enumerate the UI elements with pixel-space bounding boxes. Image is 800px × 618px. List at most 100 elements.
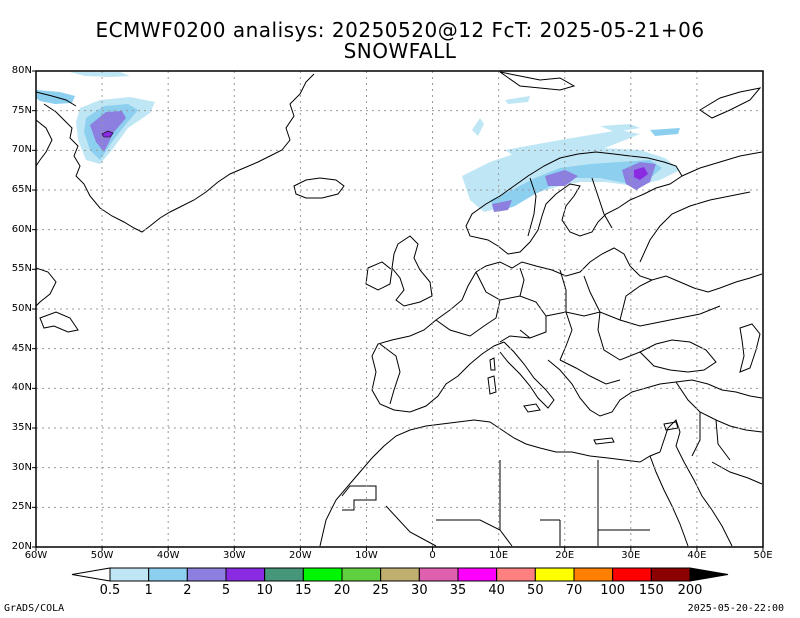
levant-red-sea-coastline [659, 419, 733, 547]
snowfall-shading [36, 72, 680, 212]
colorbar-swatch [302, 567, 343, 582]
snow-area-greenland-west-peak [101, 130, 114, 138]
colorbar-swatch [341, 567, 382, 582]
cyprus-coastline [663, 421, 679, 431]
colorbar-label: 50 [527, 583, 544, 598]
latitude-label: 70N [11, 144, 32, 156]
colorbar-swatch [225, 567, 266, 582]
snow-area-barents-1 [650, 128, 680, 136]
colorbar-swatch [496, 567, 536, 582]
colorbar-swatch [109, 567, 150, 582]
sardinia-coastline [487, 375, 497, 395]
colorbar-label: 30 [411, 583, 428, 598]
colorbar-label: 35 [449, 583, 467, 598]
colorbar-swatch [573, 567, 614, 582]
snow-area-greenland-far-north [70, 72, 130, 77]
crete-coastline [593, 437, 615, 445]
colorbar-label: 40 [488, 583, 505, 598]
colorbar-label: 200 [677, 583, 703, 598]
middle-east-borders [675, 381, 763, 461]
red-sea-west-coast [649, 455, 689, 547]
caspian-sea-coastline [739, 323, 761, 373]
colorbar-label: 70 [565, 583, 583, 598]
latitude-label: 25N [11, 501, 32, 513]
colorbar-label: 1 [144, 583, 153, 598]
colorbar-swatch [186, 567, 227, 582]
greenland-coastline [43, 73, 315, 233]
corsica-coastline [489, 357, 496, 371]
latitude-label: 35N [11, 422, 32, 433]
colorbar-arrow-high [689, 567, 729, 582]
longitude-label: 30W [222, 550, 246, 561]
colorbar-swatch [534, 567, 575, 582]
ireland-coastline [365, 261, 393, 291]
colorbar-arrow-low [71, 567, 111, 582]
latitude-label: 55N [11, 263, 32, 275]
colorbar-label: 25 [372, 583, 389, 598]
longitude-label: 10E [489, 550, 509, 561]
colorbar-swatch [650, 567, 691, 582]
colorbar-label: 0.5 [99, 583, 121, 598]
egypt-border [597, 460, 650, 546]
novaya-zemlya-coastline [699, 87, 762, 119]
coastlines [36, 71, 763, 547]
longitude-label: 60W [24, 550, 48, 561]
sicily-coastline [523, 403, 541, 413]
svalbard-coastline [499, 71, 576, 91]
italy-coastline [499, 341, 555, 409]
colorbar [71, 567, 729, 582]
greenland-north-coast [36, 91, 77, 107]
persian-gulf-coastline [711, 461, 763, 485]
latitude-label: 60N [11, 223, 32, 235]
snow-area-iceland-east [470, 168, 486, 178]
latitude-label: 45N [11, 342, 32, 354]
snow-area-barents-2 [600, 124, 640, 132]
longitude-label: 40E [687, 550, 707, 561]
sweden-norway-border [527, 177, 537, 237]
colorbar-label: 10 [256, 583, 273, 598]
canada-labrador-coastline [36, 267, 57, 307]
colorbar-label: 2 [183, 583, 192, 598]
russia-arctic-coast [681, 151, 763, 177]
colorbar-label: 150 [638, 583, 664, 598]
colorbar-swatch [380, 567, 420, 582]
snow-area-scandinavia-medium [490, 160, 662, 212]
footer-credit: GrADS/COLA [4, 603, 65, 614]
europe-coastline [475, 247, 763, 293]
finland-russia-border [591, 177, 613, 229]
latitude-label: 65N [11, 184, 32, 195]
iceland-coastline [293, 177, 345, 199]
colorbar-label: 20 [333, 583, 351, 598]
colorbar-swatch [418, 567, 459, 582]
axis-ticks [32, 70, 764, 551]
longitude-label: 0 [429, 550, 436, 561]
longitude-label: 40W [156, 550, 180, 561]
europe-internal-borders [379, 191, 751, 405]
snow-area-kola-peak [634, 167, 648, 180]
latitude-label: 80N [11, 65, 32, 76]
algeria-borders [385, 460, 513, 547]
snow-area-scandinavia-heavy-west [492, 200, 512, 212]
scandinavia-coastline [465, 151, 683, 255]
balkans-greece-coastline [547, 359, 763, 417]
latitude-label: 30N [11, 461, 32, 473]
footer-timestamp: 2025-05-20-22:00 [687, 603, 784, 614]
latitude-label: 75N [11, 104, 32, 116]
snow-area-scandinavia-heavy-central [545, 170, 578, 186]
longitude-label: 20E [555, 550, 575, 561]
latitude-label: 20N [11, 541, 32, 552]
newfoundland-coastline [39, 311, 79, 333]
longitude-label: 10W [355, 550, 378, 561]
black-sea-coastline [639, 339, 717, 373]
colorbar-swatch [148, 567, 188, 582]
latitude-label: 50N [11, 303, 32, 314]
baffin-island-coastline [36, 119, 53, 167]
longitude-label: 30E [621, 550, 641, 561]
snow-area-svalbard [505, 96, 530, 104]
europe-west-coast [371, 271, 505, 413]
great-britain-coastline [391, 235, 433, 307]
map-title: ECMWF0200 analisys: 20250520@12 FcT: 202… [95, 18, 705, 42]
map-subtitle: SNOWFALL [343, 39, 457, 63]
snow-area-greenland-sea [472, 118, 484, 136]
